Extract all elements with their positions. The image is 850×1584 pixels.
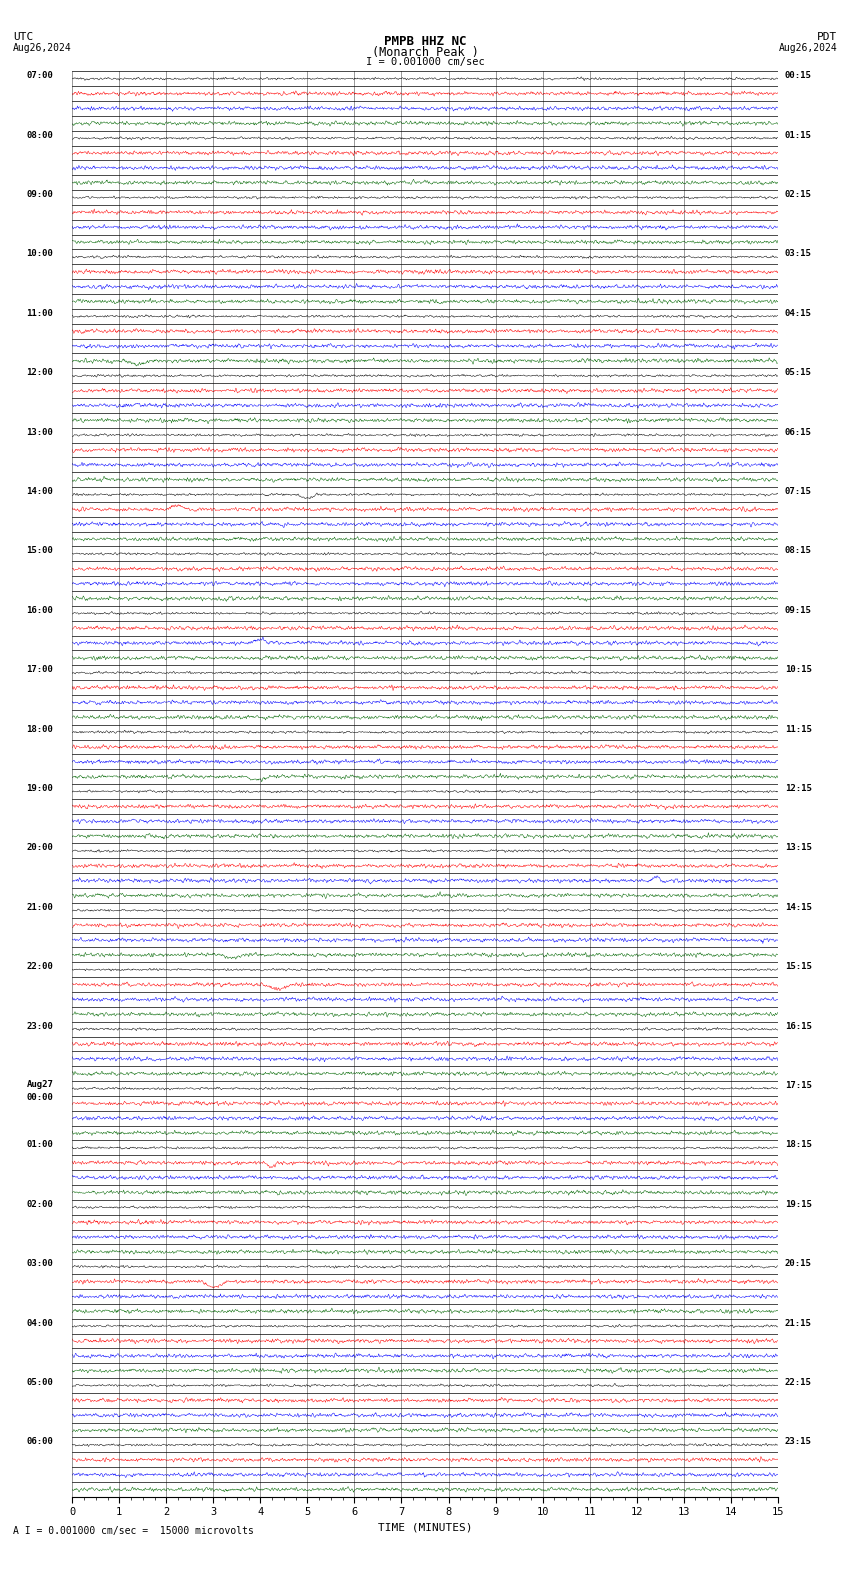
Text: 08:00: 08:00 <box>26 131 54 139</box>
Text: 17:00: 17:00 <box>26 665 54 675</box>
Text: 13:00: 13:00 <box>26 428 54 437</box>
Text: 14:15: 14:15 <box>785 903 812 912</box>
Text: 05:15: 05:15 <box>785 369 812 377</box>
Text: 03:15: 03:15 <box>785 249 812 258</box>
Text: 23:00: 23:00 <box>26 1022 54 1031</box>
Text: Aug26,2024: Aug26,2024 <box>13 43 71 52</box>
Text: 09:15: 09:15 <box>785 607 812 615</box>
X-axis label: TIME (MINUTES): TIME (MINUTES) <box>377 1522 473 1533</box>
Text: 19:15: 19:15 <box>785 1201 812 1209</box>
Text: 07:00: 07:00 <box>26 71 54 81</box>
Text: PMPB HHZ NC: PMPB HHZ NC <box>383 35 467 48</box>
Text: 02:00: 02:00 <box>26 1201 54 1209</box>
Text: 11:15: 11:15 <box>785 725 812 733</box>
Text: (Monarch Peak ): (Monarch Peak ) <box>371 46 479 59</box>
Text: 12:00: 12:00 <box>26 369 54 377</box>
Text: 10:15: 10:15 <box>785 665 812 675</box>
Text: I = 0.001000 cm/sec: I = 0.001000 cm/sec <box>366 57 484 67</box>
Text: 00:00: 00:00 <box>26 1093 54 1102</box>
Text: 15:00: 15:00 <box>26 546 54 556</box>
Text: 08:15: 08:15 <box>785 546 812 556</box>
Text: Aug27: Aug27 <box>26 1080 54 1088</box>
Text: 09:00: 09:00 <box>26 190 54 200</box>
Text: 16:15: 16:15 <box>785 1022 812 1031</box>
Text: 10:00: 10:00 <box>26 249 54 258</box>
Text: 23:15: 23:15 <box>785 1438 812 1446</box>
Text: 18:15: 18:15 <box>785 1140 812 1150</box>
Text: 15:15: 15:15 <box>785 963 812 971</box>
Text: 17:15: 17:15 <box>785 1080 812 1090</box>
Text: 03:00: 03:00 <box>26 1259 54 1269</box>
Text: 16:00: 16:00 <box>26 607 54 615</box>
Text: 21:00: 21:00 <box>26 903 54 912</box>
Text: PDT: PDT <box>817 32 837 41</box>
Text: 12:15: 12:15 <box>785 784 812 794</box>
Text: 20:15: 20:15 <box>785 1259 812 1269</box>
Text: 06:00: 06:00 <box>26 1438 54 1446</box>
Text: 18:00: 18:00 <box>26 725 54 733</box>
Text: 07:15: 07:15 <box>785 488 812 496</box>
Text: 14:00: 14:00 <box>26 488 54 496</box>
Text: 02:15: 02:15 <box>785 190 812 200</box>
Text: 01:15: 01:15 <box>785 131 812 139</box>
Text: 13:15: 13:15 <box>785 843 812 852</box>
Text: Aug26,2024: Aug26,2024 <box>779 43 837 52</box>
Text: 22:00: 22:00 <box>26 963 54 971</box>
Text: 04:15: 04:15 <box>785 309 812 318</box>
Text: 11:00: 11:00 <box>26 309 54 318</box>
Text: 05:00: 05:00 <box>26 1378 54 1388</box>
Text: 06:15: 06:15 <box>785 428 812 437</box>
Text: 21:15: 21:15 <box>785 1318 812 1327</box>
Text: 22:15: 22:15 <box>785 1378 812 1388</box>
Text: 04:00: 04:00 <box>26 1318 54 1327</box>
Text: A I = 0.001000 cm/sec =  15000 microvolts: A I = 0.001000 cm/sec = 15000 microvolts <box>13 1527 253 1536</box>
Text: 00:15: 00:15 <box>785 71 812 81</box>
Text: 01:00: 01:00 <box>26 1140 54 1150</box>
Text: 20:00: 20:00 <box>26 843 54 852</box>
Text: 19:00: 19:00 <box>26 784 54 794</box>
Text: UTC: UTC <box>13 32 33 41</box>
